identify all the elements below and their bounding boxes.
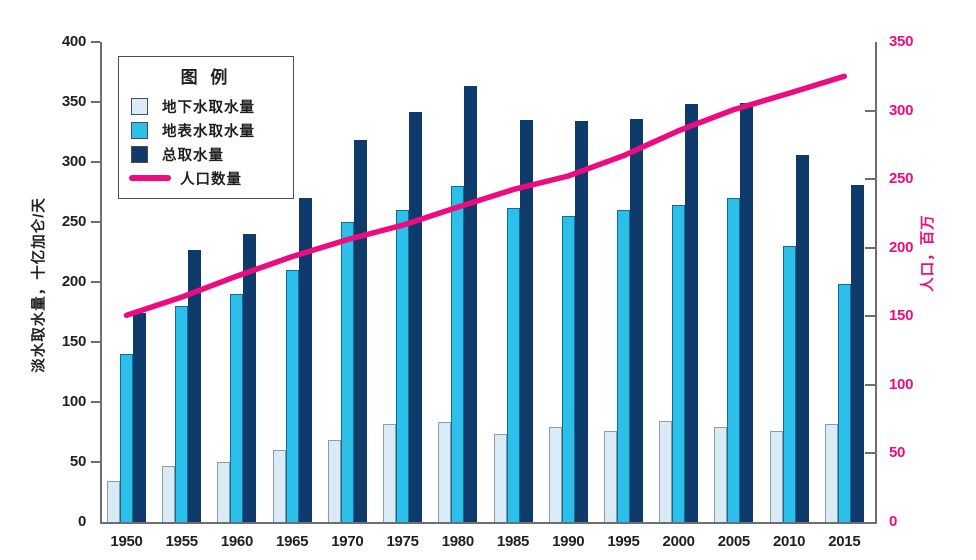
bar-地下水取水量-1955 bbox=[162, 465, 176, 522]
x-axis-year-label: 1990 bbox=[552, 533, 585, 550]
x-axis-year-label: 1955 bbox=[165, 533, 198, 550]
population-line-swatch-icon bbox=[129, 175, 171, 181]
right-axis-tick-label: 0 bbox=[889, 513, 898, 530]
bar-总取水量-1990 bbox=[574, 121, 588, 522]
x-axis-year-label: 2010 bbox=[772, 533, 806, 550]
left-axis-tick bbox=[91, 341, 100, 343]
left-axis-tick bbox=[91, 221, 100, 223]
x-axis-year-label: 1980 bbox=[441, 533, 474, 550]
left-axis-tick bbox=[91, 161, 100, 163]
surfacewater-swatch-icon bbox=[131, 121, 148, 139]
bar-地表水取水量-2010 bbox=[782, 246, 796, 522]
legend-box: 图 例 地下水取水量 地表水取水量 总取水量 人口数量 bbox=[118, 56, 294, 199]
left-axis-tick-label: 300 bbox=[61, 153, 86, 170]
bar-地下水取水量-2015 bbox=[824, 423, 838, 522]
groundwater-swatch-icon bbox=[131, 97, 148, 115]
right-axis-tick-label: 50 bbox=[889, 444, 906, 462]
legend-item-surfacewater: 地表水取水量 bbox=[129, 118, 283, 142]
bar-地表水取水量-2000 bbox=[672, 205, 686, 522]
left-axis-tick-label: 200 bbox=[61, 273, 86, 290]
bar-地下水取水量-1965 bbox=[272, 450, 286, 522]
left-axis-tick-label: 250 bbox=[61, 213, 86, 230]
legend-item-groundwater: 地下水取水量 bbox=[129, 94, 283, 118]
x-axis-year-label: 2015 bbox=[828, 533, 861, 550]
left-axis-tick bbox=[91, 401, 100, 403]
bar-总取水量-1965 bbox=[298, 198, 312, 522]
right-axis-tick bbox=[865, 178, 875, 181]
bar-总取水量-2015 bbox=[850, 184, 864, 522]
bar-地下水取水量-1985 bbox=[493, 434, 507, 522]
bar-地表水取水量-1965 bbox=[285, 270, 299, 522]
bar-地下水取水量-1995 bbox=[603, 430, 617, 522]
legend-item-population: 人口数量 bbox=[129, 166, 283, 190]
bar-地表水取水量-1985 bbox=[506, 207, 520, 522]
left-axis-tick-label: 0 bbox=[77, 513, 86, 530]
bar-总取水量-1995 bbox=[629, 118, 643, 522]
bar-地表水取水量-2005 bbox=[727, 198, 741, 522]
bar-地下水取水量-2010 bbox=[769, 430, 783, 522]
x-axis-year-label: 1970 bbox=[331, 533, 364, 550]
x-axis-year-label: 1975 bbox=[386, 533, 419, 550]
right-axis-title: 人口，百万 bbox=[920, 214, 937, 292]
x-axis-year-label: 1960 bbox=[220, 533, 253, 550]
bar-地下水取水量-2005 bbox=[714, 427, 728, 522]
x-axis-year-label: 1950 bbox=[110, 533, 143, 550]
bar-地下水取水量-1975 bbox=[383, 423, 397, 522]
left-axis-tick bbox=[91, 101, 100, 103]
left-axis-title: 淡水取水量，十亿加仑/天 bbox=[31, 197, 48, 373]
bar-地表水取水量-1980 bbox=[451, 186, 465, 522]
bar-地表水取水量-1960 bbox=[230, 294, 244, 522]
bar-地表水取水量-1955 bbox=[175, 306, 189, 522]
left-axis-tick-label: 100 bbox=[61, 393, 86, 410]
legend-title: 图 例 bbox=[180, 68, 232, 87]
left-axis-tick-label: 350 bbox=[61, 93, 86, 110]
bar-总取水量-1980 bbox=[464, 86, 478, 522]
left-axis-tick bbox=[91, 281, 100, 283]
right-axis-tick-label: 300 bbox=[889, 101, 914, 119]
population-line bbox=[123, 73, 848, 319]
x-axis-year-label: 2000 bbox=[662, 533, 695, 550]
bar-地下水取水量-2000 bbox=[659, 421, 673, 522]
x-axis-year-label: 1965 bbox=[276, 533, 309, 550]
bar-地表水取水量-1990 bbox=[561, 216, 575, 522]
right-axis-tick-label: 150 bbox=[889, 307, 914, 325]
bar-地表水取水量-1950 bbox=[120, 354, 133, 522]
x-axis-year-label: 1985 bbox=[496, 533, 530, 550]
bar-总取水量-1975 bbox=[409, 111, 423, 522]
right-axis-tick bbox=[865, 452, 875, 455]
total-swatch-icon bbox=[131, 145, 148, 163]
left-axis-tick bbox=[91, 41, 100, 43]
bar-地表水取水量-1995 bbox=[616, 210, 630, 522]
right-axis-tick-label: 100 bbox=[889, 375, 914, 393]
right-axis-tick bbox=[865, 383, 875, 386]
bar-总取水量-1960 bbox=[243, 234, 257, 522]
bar-地表水取水量-2015 bbox=[837, 284, 851, 522]
bar-总取水量-2000 bbox=[685, 104, 699, 522]
bar-总取水量-2010 bbox=[795, 154, 809, 522]
plot-area: 0 50 100 150 200 250 300 350 400 0 50 100 150 200 250 3… bbox=[62, 33, 914, 550]
legend-item-total: 总取水量 bbox=[129, 142, 283, 166]
right-axis-tick-label: 350 bbox=[889, 33, 914, 50]
bar-地下水取水量-1990 bbox=[548, 427, 562, 522]
bar-地下水取水量-1950 bbox=[107, 481, 120, 522]
bar-地下水取水量-1980 bbox=[438, 422, 452, 522]
bar-地下水取水量-1970 bbox=[327, 440, 341, 522]
left-axis-tick-label: 400 bbox=[61, 33, 86, 50]
right-axis-tick bbox=[865, 109, 875, 112]
x-axis-year-label: 1995 bbox=[607, 533, 640, 550]
left-axis-tick bbox=[91, 461, 100, 463]
x-axis-year-label: 2005 bbox=[717, 533, 750, 550]
right-axis-tick-label: 250 bbox=[889, 170, 914, 188]
bar-地下水取水量-1960 bbox=[217, 462, 231, 522]
right-axis-tick-label: 200 bbox=[889, 238, 914, 256]
bar-总取水量-1985 bbox=[519, 120, 533, 522]
left-axis-tick-label: 150 bbox=[61, 333, 86, 350]
bar-地表水取水量-1975 bbox=[396, 210, 410, 522]
right-axis-tick bbox=[865, 315, 875, 318]
bar-地表水取水量-1970 bbox=[340, 222, 354, 522]
right-axis-tick bbox=[865, 246, 875, 249]
left-axis-tick-label: 50 bbox=[69, 453, 86, 470]
bar-总取水量-1955 bbox=[188, 249, 202, 522]
